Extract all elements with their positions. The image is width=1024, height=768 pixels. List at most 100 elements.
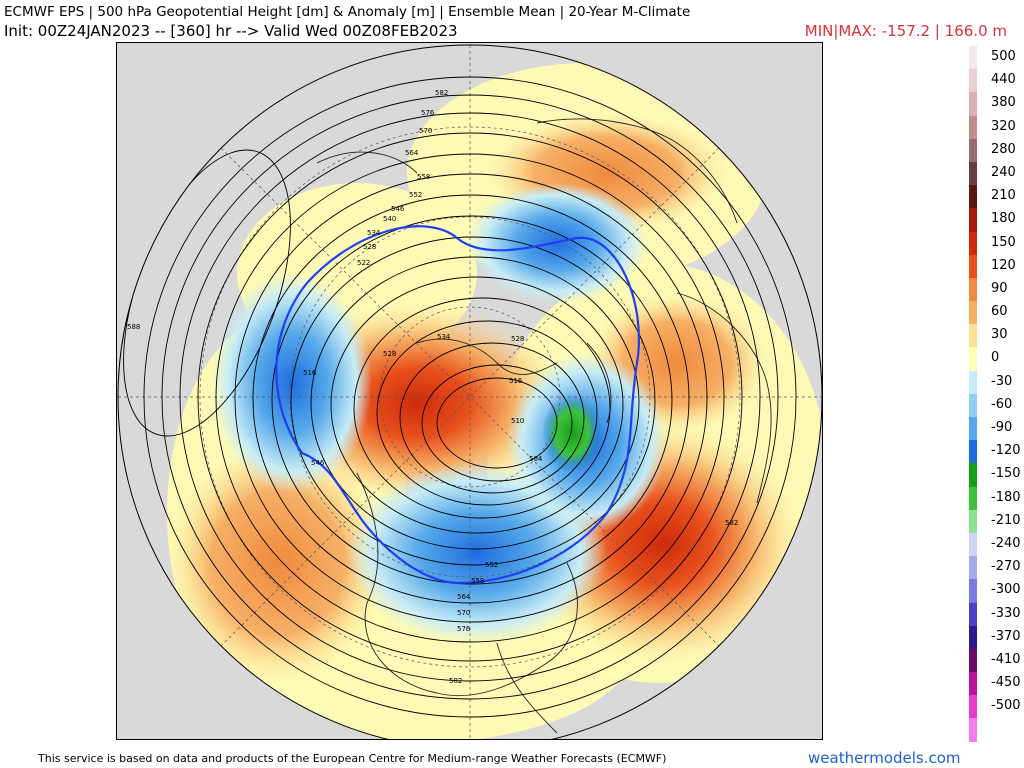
legend-entry: -150 bbox=[969, 463, 1021, 487]
legend-swatch bbox=[969, 370, 977, 394]
map-init-valid-time: Init: 00Z24JAN2023 -- [360] hr --> Valid… bbox=[4, 22, 458, 40]
legend-swatch bbox=[969, 92, 977, 116]
legend-entry: 210 bbox=[969, 185, 1017, 209]
contour-label: 576 bbox=[421, 109, 435, 117]
legend-label: 380 bbox=[991, 95, 1016, 111]
legend-entry: 240 bbox=[969, 161, 1017, 186]
legend-entry: 380 bbox=[969, 92, 1017, 116]
map-title: ECMWF EPS | 500 hPa Geopotential Height … bbox=[4, 4, 691, 20]
contour-label: 552 bbox=[409, 191, 422, 199]
legend-swatch bbox=[969, 648, 977, 673]
legend-entry: -410 bbox=[969, 648, 1021, 673]
legend-swatch bbox=[969, 301, 977, 325]
legend-entry: -210 bbox=[969, 509, 1021, 533]
legend-entry: 30 bbox=[969, 324, 1017, 348]
legend-label: -150 bbox=[991, 466, 1021, 482]
contour-label: 528 bbox=[511, 335, 524, 343]
legend-label: 0 bbox=[991, 350, 1000, 366]
legend-entry: 60 bbox=[969, 301, 1017, 325]
legend-label: -410 bbox=[991, 651, 1021, 667]
legend-label: -240 bbox=[991, 535, 1021, 551]
contour-label: 528 bbox=[383, 350, 396, 358]
legend-label: -60 bbox=[991, 396, 1013, 412]
contour-label: 516 bbox=[303, 369, 317, 377]
legend-entry: -180 bbox=[969, 486, 1021, 510]
legend-entry bbox=[969, 718, 1017, 742]
contour-label: 558 bbox=[471, 577, 484, 585]
legend-label: 60 bbox=[991, 304, 1008, 320]
legend-swatch bbox=[969, 695, 977, 719]
legend-label: 210 bbox=[991, 188, 1016, 204]
contour-label: 558 bbox=[417, 173, 430, 181]
legend-swatch bbox=[969, 347, 977, 371]
contour-label: 588 bbox=[127, 323, 140, 331]
legend-swatch bbox=[969, 208, 977, 232]
legend-swatch bbox=[969, 69, 977, 93]
legend-swatch bbox=[969, 185, 977, 209]
brand-link[interactable]: weathermodels.com bbox=[808, 749, 961, 767]
legend-entry: 120 bbox=[969, 254, 1017, 278]
contour-label: 534 bbox=[367, 229, 381, 237]
legend-swatch bbox=[969, 718, 977, 742]
contour-labels: 582 576 570 564 558 552 546 540 534 528 … bbox=[127, 89, 738, 685]
contour-label: 510 bbox=[511, 417, 524, 425]
legend-entry: -240 bbox=[969, 532, 1021, 557]
legend-label: -300 bbox=[991, 582, 1021, 598]
legend-swatch bbox=[969, 602, 977, 626]
legend-label: 180 bbox=[991, 211, 1016, 227]
legend-entry: 0 bbox=[969, 347, 1017, 371]
contour-label: 540 bbox=[383, 215, 396, 223]
legend-swatch bbox=[969, 440, 977, 464]
legend-swatch bbox=[969, 672, 977, 696]
legend-label: -210 bbox=[991, 512, 1021, 528]
legend-swatch bbox=[969, 324, 977, 348]
contour-label: 576 bbox=[457, 625, 471, 633]
contour-label: 570 bbox=[419, 127, 432, 135]
legend-swatch bbox=[969, 161, 977, 186]
legend-label: -330 bbox=[991, 605, 1021, 621]
legend-swatch bbox=[969, 532, 977, 557]
min-max-readout: MIN|MAX: -157.2 | 166.0 m bbox=[804, 22, 1007, 40]
legend-entry: -300 bbox=[969, 579, 1021, 603]
map-disk-edge bbox=[117, 44, 822, 739]
legend-label: 320 bbox=[991, 118, 1016, 134]
legend-swatch bbox=[969, 625, 977, 649]
legend-label: 90 bbox=[991, 280, 1008, 296]
legend-entry: 280 bbox=[969, 138, 1017, 162]
contour-label: 546 bbox=[391, 205, 405, 213]
contour-label: 522 bbox=[357, 259, 370, 267]
legend-swatch bbox=[969, 486, 977, 510]
legend-label: 500 bbox=[991, 49, 1016, 64]
legend-entry: -370 bbox=[969, 625, 1021, 649]
legend-swatch bbox=[969, 579, 977, 603]
legend-swatch bbox=[969, 231, 977, 255]
contour-label: 516 bbox=[509, 377, 523, 385]
legend-label: -500 bbox=[991, 698, 1021, 714]
legend-label: -370 bbox=[991, 628, 1021, 644]
legend-entry: -330 bbox=[969, 602, 1021, 626]
legend-label: 240 bbox=[991, 164, 1016, 180]
legend-entry: 500 bbox=[969, 46, 1017, 70]
legend-label: -120 bbox=[991, 443, 1021, 459]
legend-swatch bbox=[969, 509, 977, 533]
legend-entry: -30 bbox=[969, 370, 1017, 394]
legend-label: 280 bbox=[991, 141, 1016, 157]
contour-label: 582 bbox=[435, 89, 448, 97]
contour-label: 582 bbox=[725, 519, 738, 527]
legend-label: -30 bbox=[991, 373, 1013, 389]
legend-entry: 440 bbox=[969, 69, 1017, 93]
legend-entry: -450 bbox=[969, 672, 1021, 696]
legend-entry: 90 bbox=[969, 277, 1017, 302]
legend-label: -270 bbox=[991, 559, 1021, 575]
contour-label: 528 bbox=[363, 243, 376, 251]
contour-label: 564 bbox=[457, 593, 471, 601]
contour-540-highlight bbox=[275, 225, 641, 585]
legend-label: 30 bbox=[991, 327, 1008, 343]
ecmwf-disclaimer: This service is based on data and produc… bbox=[38, 752, 667, 765]
legend-entry: 180 bbox=[969, 208, 1017, 232]
contour-label: 504 bbox=[529, 455, 543, 463]
contour-label: 534 bbox=[437, 333, 451, 341]
legend-label: -180 bbox=[991, 489, 1021, 505]
legend-swatch bbox=[969, 46, 977, 70]
legend-swatch bbox=[969, 556, 977, 580]
